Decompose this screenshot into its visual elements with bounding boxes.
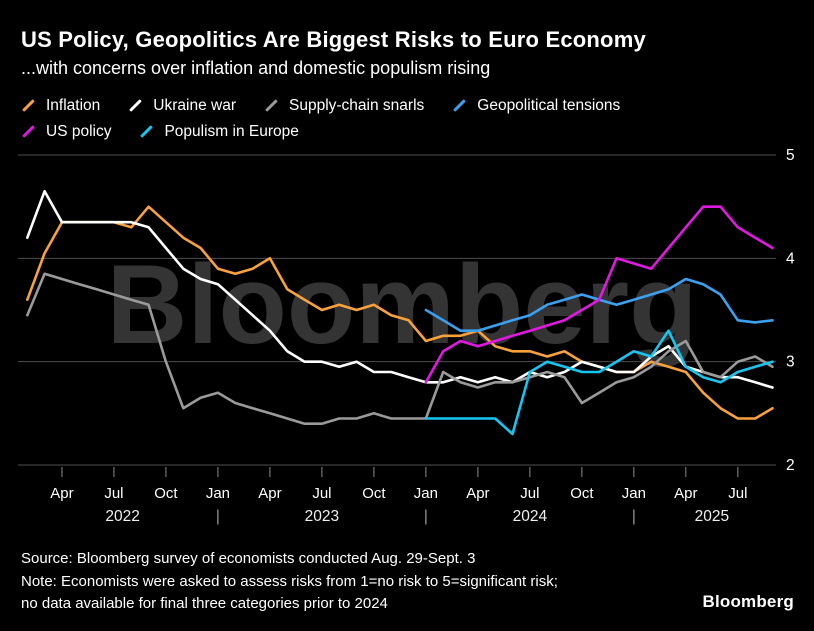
- x-tick-label: Apr: [674, 485, 697, 502]
- series-line-populism-in-europe: [424, 329, 774, 436]
- legend-item-geopolitical-tensions: Geopolitical tensions: [452, 97, 620, 115]
- series-line-ukraine-war: [25, 189, 774, 389]
- legend-label: Ukraine war: [153, 97, 236, 114]
- legend-label: Supply-chain snarls: [289, 97, 425, 114]
- legend-item-us-policy: US policy: [21, 123, 111, 141]
- bloomberg-logo: Bloomberg: [702, 592, 794, 611]
- x-tick-label: Jul: [104, 485, 123, 502]
- legend: Inflation Ukraine war Supply-chain snarls G…: [21, 97, 620, 141]
- year-label: 2022: [105, 508, 139, 525]
- legend-item-inflation: Inflation: [21, 97, 100, 115]
- year-separator: |: [216, 508, 220, 525]
- note-text-line2: no data available for final three catego…: [21, 595, 388, 612]
- x-tick-label: Apr: [258, 485, 281, 502]
- x-tick-label: Jan: [206, 485, 230, 502]
- legend-label: Populism in Europe: [164, 123, 299, 140]
- y-tick-label-2: 2: [786, 457, 795, 474]
- x-tick-label: Oct: [570, 485, 594, 502]
- series-line-us-policy: [424, 205, 774, 384]
- x-tick-label: Jan: [414, 485, 438, 502]
- x-tick-label: Oct: [154, 485, 178, 502]
- x-tick-label: Jul: [312, 485, 331, 502]
- series-line-inflation: [25, 205, 774, 420]
- source-text: Source: Bloomberg survey of economists c…: [21, 550, 476, 567]
- legend-row: Inflation Ukraine war Supply-chain snarls G…: [21, 97, 620, 115]
- x-tick-label: Apr: [50, 485, 73, 502]
- year-separator: |: [632, 508, 636, 525]
- bloomberg-watermark: Bloomberg: [106, 242, 697, 367]
- chart-subtitle: ...with concerns over inflation and dome…: [21, 58, 491, 78]
- year-label: 2024: [513, 508, 548, 525]
- legend-item-populism-in-europe: Populism in Europe: [139, 123, 299, 141]
- legend-row: US policy Populism in Europe: [21, 123, 620, 141]
- legend-label: Geopolitical tensions: [477, 97, 621, 114]
- year-separator: |: [424, 508, 428, 525]
- year-label: 2023: [305, 508, 339, 525]
- legend-item-supply-chain-snarls: Supply-chain snarls: [264, 97, 424, 115]
- y-tick-label-4: 4: [786, 250, 795, 267]
- x-tick-label: Apr: [466, 485, 489, 502]
- note-text-line1: Note: Economists were asked to assess ri…: [21, 573, 558, 590]
- legend-label: US policy: [46, 123, 112, 140]
- series-line-supply-chain-snarls: [25, 272, 774, 426]
- x-tick-label: Oct: [362, 485, 386, 502]
- x-tick-label: Jan: [622, 485, 646, 502]
- x-tick-label: Jul: [520, 485, 539, 502]
- x-tick-label: Jul: [728, 485, 747, 502]
- y-tick-label-5: 5: [786, 147, 795, 164]
- chart-title: US Policy, Geopolitics Are Biggest Risks…: [21, 27, 646, 52]
- year-label: 2025: [695, 508, 729, 525]
- legend-item-ukraine-war: Ukraine war: [128, 97, 236, 115]
- legend-label: Inflation: [46, 97, 101, 114]
- y-tick-label-3: 3: [786, 354, 795, 371]
